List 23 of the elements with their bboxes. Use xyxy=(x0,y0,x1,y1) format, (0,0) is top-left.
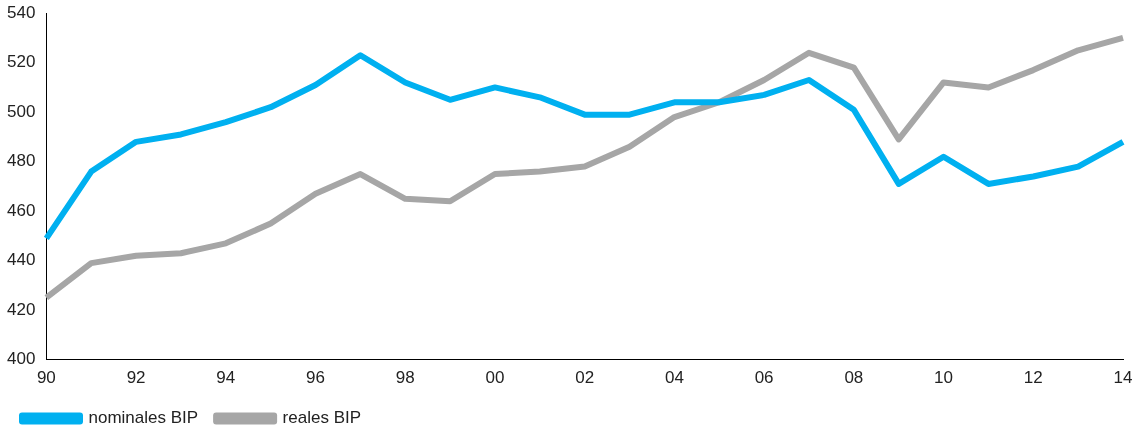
y-tick-label: 400 xyxy=(6,349,36,369)
y-tick-label: 500 xyxy=(6,101,36,121)
x-tick-label: 92 xyxy=(126,368,146,388)
x-tick-label: 00 xyxy=(485,368,505,388)
y-tick-label: 440 xyxy=(6,250,36,270)
x-tick-label: 12 xyxy=(1023,368,1043,388)
x-tick-label: 02 xyxy=(575,368,595,388)
x-tick-label: 14 xyxy=(1113,368,1133,388)
x-tick-label: 06 xyxy=(754,368,774,388)
y-tick-label: 540 xyxy=(6,2,36,22)
x-tick-label: 04 xyxy=(664,368,684,388)
x-tick-label: 10 xyxy=(934,368,954,388)
y-tick-label: 420 xyxy=(6,299,36,319)
legend-label: nominales BIP xyxy=(88,408,199,428)
x-tick-label: 96 xyxy=(306,368,325,388)
y-tick-label: 480 xyxy=(6,151,36,171)
x-tick-label: 94 xyxy=(216,368,236,388)
x-tick-label: 90 xyxy=(36,368,56,388)
legend-label: reales BIP xyxy=(282,408,362,428)
x-tick-label: 98 xyxy=(395,368,415,388)
x-tick-label: 08 xyxy=(844,368,864,388)
y-tick-label: 460 xyxy=(6,200,36,220)
y-tick-label: 520 xyxy=(6,52,36,72)
